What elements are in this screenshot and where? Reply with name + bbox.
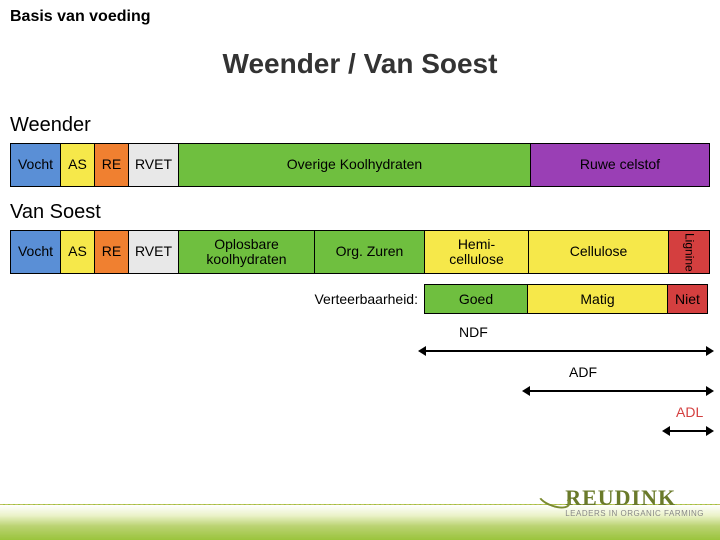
vansoest-cell-5: Org. Zuren (315, 231, 425, 273)
weender-cell-5: Ruwe celstof (531, 144, 709, 186)
arrow-label-ndf: NDF (455, 324, 492, 340)
arrow-row-adf: ADF (10, 382, 710, 404)
arrow-label-adl: ADL (672, 404, 707, 420)
vansoest-cell-8: Lignine (669, 231, 709, 273)
page-header: Basis van voeding (0, 0, 720, 34)
arrow-line-adl (668, 430, 708, 432)
digestibility-cell-2: Niet (668, 284, 708, 314)
arrow-line-adf (528, 390, 708, 392)
weender-cell-3: RVET (129, 144, 179, 186)
arrow-line-ndf (424, 350, 708, 352)
page-title: Weender / Van Soest (0, 48, 720, 80)
digestibility-cell-0: Goed (424, 284, 528, 314)
logo-sub-text: LEADERS IN ORGANIC FARMING (565, 509, 704, 518)
vansoest-cell-2: RE (95, 231, 129, 273)
vansoest-cell-0: Vocht (11, 231, 61, 273)
digestibility-row: Verteerbaarheid:GoedMatigNiet (10, 284, 710, 314)
vansoest-bar: VochtASRERVETOplosbare koolhydratenOrg. … (10, 230, 710, 274)
weender-cell-4: Overige Koolhydraten (179, 144, 531, 186)
digestibility-label: Verteerbaarheid: (256, 284, 424, 314)
digestibility-cell-1: Matig (528, 284, 668, 314)
weender-label: Weender (0, 110, 720, 141)
weender-bar: VochtASRERVETOverige KoolhydratenRuwe ce… (10, 143, 710, 187)
vansoest-cell-8-label: Lignine (682, 233, 695, 272)
weender-cell-0: Vocht (11, 144, 61, 186)
vansoest-cell-7: Cellulose (529, 231, 669, 273)
vansoest-cell-3: RVET (129, 231, 179, 273)
weender-cell-2: RE (95, 144, 129, 186)
vansoest-cell-6: Hemi- cellulose (425, 231, 529, 273)
logo-main-text: REUDINK (565, 485, 704, 511)
arrow-row-ndf: NDF (10, 342, 710, 364)
arrow-label-adf: ADF (565, 364, 601, 380)
vansoest-label: Van Soest (0, 197, 720, 228)
arrow-row-adl: ADL (10, 422, 710, 444)
vansoest-cell-1: AS (61, 231, 95, 273)
brand-logo: REUDINK LEADERS IN ORGANIC FARMING (565, 485, 704, 518)
fiber-arrows: NDFADFADL (0, 342, 720, 444)
weender-cell-1: AS (61, 144, 95, 186)
vansoest-cell-4: Oplosbare koolhydraten (179, 231, 315, 273)
